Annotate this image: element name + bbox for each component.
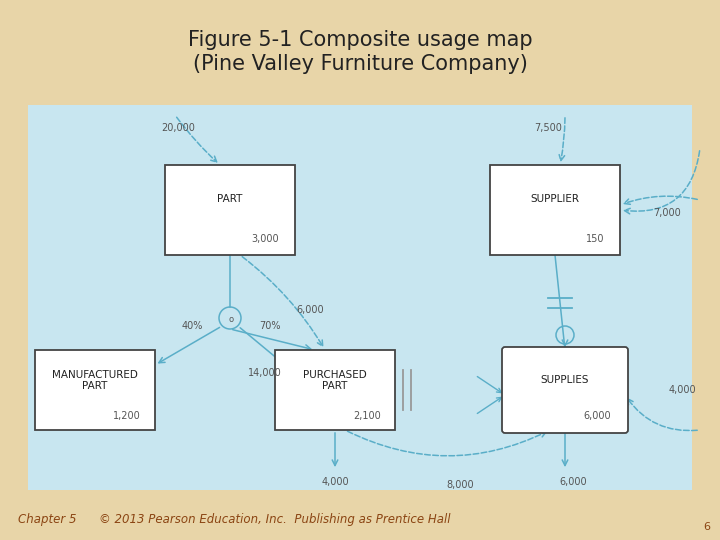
- Text: 1,200: 1,200: [113, 410, 140, 421]
- Text: 40%: 40%: [181, 321, 203, 331]
- FancyArrowPatch shape: [624, 151, 700, 214]
- Text: 8,000: 8,000: [446, 480, 474, 490]
- Text: 7,500: 7,500: [534, 123, 562, 133]
- FancyBboxPatch shape: [28, 105, 692, 490]
- Text: 2,100: 2,100: [353, 410, 381, 421]
- FancyBboxPatch shape: [502, 347, 628, 433]
- Text: 3,000: 3,000: [252, 234, 279, 244]
- Text: SUPPLIES: SUPPLIES: [541, 375, 589, 386]
- Text: 14,000: 14,000: [248, 368, 282, 378]
- Text: MANUFACTURED
PART: MANUFACTURED PART: [52, 369, 138, 391]
- Text: PURCHASED
PART: PURCHASED PART: [303, 369, 367, 391]
- Text: 4,000: 4,000: [321, 477, 348, 487]
- Text: 6,000: 6,000: [583, 410, 611, 421]
- Text: SUPPLIER: SUPPLIER: [531, 194, 580, 204]
- Text: 150: 150: [586, 234, 604, 244]
- FancyBboxPatch shape: [490, 165, 620, 255]
- FancyBboxPatch shape: [35, 350, 155, 430]
- FancyBboxPatch shape: [275, 350, 395, 430]
- FancyBboxPatch shape: [165, 165, 295, 255]
- Text: 6,000: 6,000: [559, 477, 587, 487]
- Text: Chapter 5      © 2013 Pearson Education, Inc.  Publishing as Prentice Hall: Chapter 5 © 2013 Pearson Education, Inc.…: [18, 514, 451, 526]
- Text: 6,000: 6,000: [296, 305, 324, 315]
- Text: 70%: 70%: [259, 321, 281, 331]
- Text: 6: 6: [703, 522, 710, 532]
- Text: PART: PART: [217, 194, 243, 204]
- Text: 4,000: 4,000: [668, 385, 696, 395]
- Text: 20,000: 20,000: [161, 123, 195, 133]
- Text: 7,000: 7,000: [653, 208, 681, 218]
- Text: Figure 5-1 Composite usage map
(Pine Valley Furniture Company): Figure 5-1 Composite usage map (Pine Val…: [188, 30, 532, 73]
- Text: o: o: [228, 314, 233, 323]
